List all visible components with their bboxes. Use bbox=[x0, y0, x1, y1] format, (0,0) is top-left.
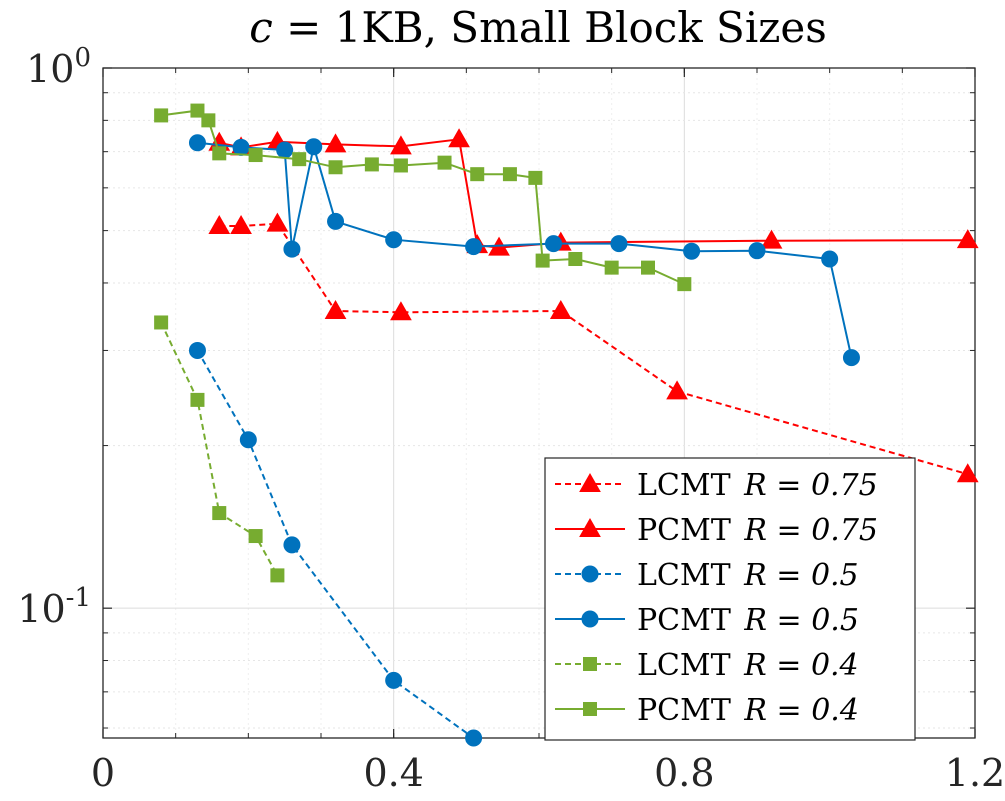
legend-marker bbox=[581, 610, 599, 628]
data-point bbox=[385, 671, 403, 689]
legend-marker bbox=[579, 517, 601, 537]
data-point bbox=[324, 133, 347, 153]
data-point bbox=[610, 235, 628, 253]
x-tick-label: 0 bbox=[91, 751, 115, 795]
data-point bbox=[283, 536, 301, 554]
data-point bbox=[248, 529, 263, 544]
data-point bbox=[188, 341, 206, 359]
data-point bbox=[328, 160, 343, 175]
data-point bbox=[385, 231, 403, 249]
data-point bbox=[465, 729, 483, 747]
series-pcmt-r-0-5 bbox=[188, 134, 860, 367]
legend: LCMT R = 0.75 PCMT R = 0.75 LCMT R = 0.5 PC… bbox=[544, 457, 916, 741]
data-point bbox=[535, 253, 550, 268]
data-point bbox=[683, 242, 701, 260]
legend-marker bbox=[579, 472, 601, 492]
data-point bbox=[677, 277, 692, 292]
data-point bbox=[190, 392, 205, 407]
series-pcmt-r-0-75 bbox=[208, 128, 979, 256]
data-point bbox=[502, 167, 517, 182]
data-point bbox=[324, 299, 347, 319]
x-tick-label: 0.8 bbox=[654, 751, 714, 795]
data-point bbox=[188, 134, 206, 152]
data-point bbox=[305, 138, 323, 156]
data-point bbox=[470, 167, 485, 182]
legend-marker bbox=[583, 702, 597, 716]
data-point bbox=[239, 431, 257, 449]
legend-label: LCMT R = 0.5 bbox=[637, 558, 859, 593]
data-point bbox=[549, 299, 572, 319]
data-point bbox=[641, 260, 655, 275]
data-point bbox=[266, 212, 289, 232]
legend-box bbox=[544, 457, 916, 741]
data-point bbox=[437, 155, 452, 170]
data-point bbox=[248, 148, 263, 163]
data-point bbox=[232, 138, 250, 156]
data-point bbox=[327, 212, 345, 230]
legend-entry-pcmt-r-0-75: PCMT R = 0.75 bbox=[555, 513, 878, 548]
y-tick-label: 10-1 bbox=[17, 583, 91, 631]
series-lcmt-r-0-4 bbox=[154, 315, 285, 583]
data-point bbox=[393, 158, 408, 173]
series-pcmt-r-0-4 bbox=[154, 103, 692, 292]
data-point bbox=[956, 463, 979, 483]
legend-label: PCMT R = 0.4 bbox=[637, 693, 859, 728]
legend-entry-lcmt-r-0-5: LCMT R = 0.5 bbox=[555, 558, 859, 593]
legend-entry-lcmt-r-0-4: LCMT R = 0.4 bbox=[555, 648, 859, 683]
legend-entry-pcmt-r-0-5: PCMT R = 0.5 bbox=[555, 603, 859, 638]
axes: 0 0.4 0.8 1.2 100 10-1 bbox=[17, 43, 1005, 795]
title-rest: = 1KB, Small Block Sizes bbox=[273, 3, 827, 52]
legend-label: LCMT R = 0.75 bbox=[637, 468, 878, 503]
data-point bbox=[748, 242, 766, 260]
y-tick-label: 100 bbox=[26, 43, 91, 91]
legend-label: LCMT R = 0.4 bbox=[637, 648, 859, 683]
data-point bbox=[465, 238, 483, 256]
data-point bbox=[292, 152, 307, 167]
legend-label: PCMT R = 0.75 bbox=[637, 513, 878, 548]
data-point bbox=[448, 128, 470, 148]
legend-marker bbox=[583, 657, 597, 671]
legend-label: PCMT R = 0.5 bbox=[637, 603, 859, 638]
series-line bbox=[219, 222, 968, 476]
data-point bbox=[390, 301, 412, 321]
data-point bbox=[842, 349, 860, 367]
data-point bbox=[230, 214, 252, 234]
series-line bbox=[197, 141, 853, 358]
legend-marker bbox=[581, 565, 599, 583]
data-point bbox=[956, 229, 979, 249]
data-point bbox=[568, 252, 583, 267]
data-point bbox=[154, 315, 169, 330]
data-point bbox=[528, 170, 543, 185]
data-point bbox=[270, 568, 285, 583]
data-point bbox=[283, 240, 301, 258]
data-point bbox=[821, 250, 839, 268]
data-point bbox=[212, 146, 227, 161]
data-point bbox=[212, 506, 227, 521]
data-point bbox=[208, 214, 231, 234]
legend-entry-pcmt-r-0-4: PCMT R = 0.4 bbox=[555, 693, 859, 728]
series-lcmt-r-0-5 bbox=[188, 341, 483, 747]
data-point bbox=[545, 235, 563, 253]
data-point bbox=[201, 113, 216, 128]
title-variable: c bbox=[249, 3, 273, 52]
data-point bbox=[604, 260, 619, 275]
data-point bbox=[390, 135, 412, 155]
x-tick-label: 0.4 bbox=[363, 751, 423, 795]
data-point bbox=[760, 229, 783, 249]
data-point bbox=[364, 157, 379, 172]
data-point bbox=[190, 103, 205, 118]
data-point bbox=[666, 380, 688, 400]
legend-entry-lcmt-r-0-75: LCMT R = 0.75 bbox=[555, 468, 878, 503]
data-point bbox=[154, 108, 169, 123]
data-point bbox=[276, 141, 294, 159]
series-lcmt-r-0-75 bbox=[208, 212, 979, 483]
x-tick-label: 1.2 bbox=[945, 751, 1005, 795]
series-layer bbox=[154, 103, 979, 747]
chart-title: c = 1KB, Small Block Sizes bbox=[249, 3, 827, 52]
